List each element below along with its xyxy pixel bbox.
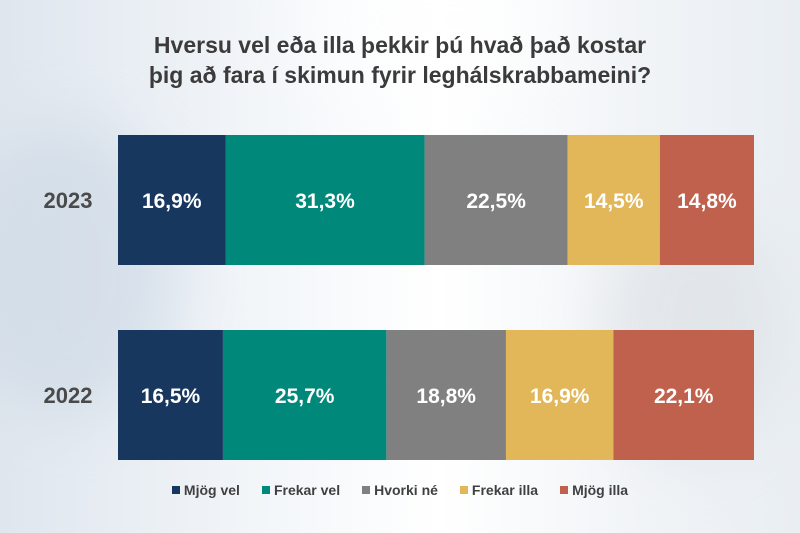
data-label-2022-2: 25,7% [275,385,335,408]
category-label-2022: 2022 [44,383,93,408]
legend-swatch [362,486,371,494]
data-label-2023-3: 22,5% [466,190,526,213]
data-label-2022-3: 18,8% [416,385,476,408]
bar-segment-2023-3 [424,135,568,265]
legend-item-4: Frekar illa [459,482,539,498]
legend-label: Frekar illa [471,482,539,498]
legend-label: Hvorki né [374,482,438,498]
legend-label: Mjög illa [572,482,629,498]
data-label-2023-1: 16,9% [142,190,202,213]
data-label-2023-2: 31,3% [295,190,355,213]
data-label-2022-5: 22,1% [654,385,714,408]
bar-segment-2022-5 [613,330,754,460]
legend-label: Frekar vel [273,482,341,498]
bar-segment-2022-2 [222,330,387,460]
legend-swatch [560,486,569,494]
bar-segment-2022-4 [505,330,614,460]
legend-item-1: Mjög vel [171,482,240,498]
category-label-2023: 2023 [44,188,93,213]
data-label-2023-5: 14,8% [677,190,737,213]
legend-swatch [171,486,180,494]
chart-legend: Mjög vel Frekar vel Hvorki né Frekar illa Mj… [0,482,800,498]
legend-label: Mjög vel [183,482,240,498]
bar-segment-2022-3 [386,330,506,460]
bar-segment-2023-5 [659,135,754,265]
bar-segment-2023-4 [567,135,660,265]
legend-item-2: Frekar vel [261,482,341,498]
data-label-2022-1: 16,5% [141,385,201,408]
chart-title: Hversu vel eða illa þekkir þú hvað það k… [148,32,652,88]
bar-segment-2022-1 [118,330,223,460]
legend-item-5: Mjög illa [560,482,628,498]
bar-segment-2023-2 [225,135,425,265]
bar-segment-2023-1 [118,135,226,265]
legend-swatch [261,486,270,494]
legend-swatch [459,486,468,494]
data-label-2023-4: 14,5% [584,190,644,213]
legend-item-3: Hvorki né [362,482,438,498]
data-label-2022-4: 16,9% [530,385,590,408]
